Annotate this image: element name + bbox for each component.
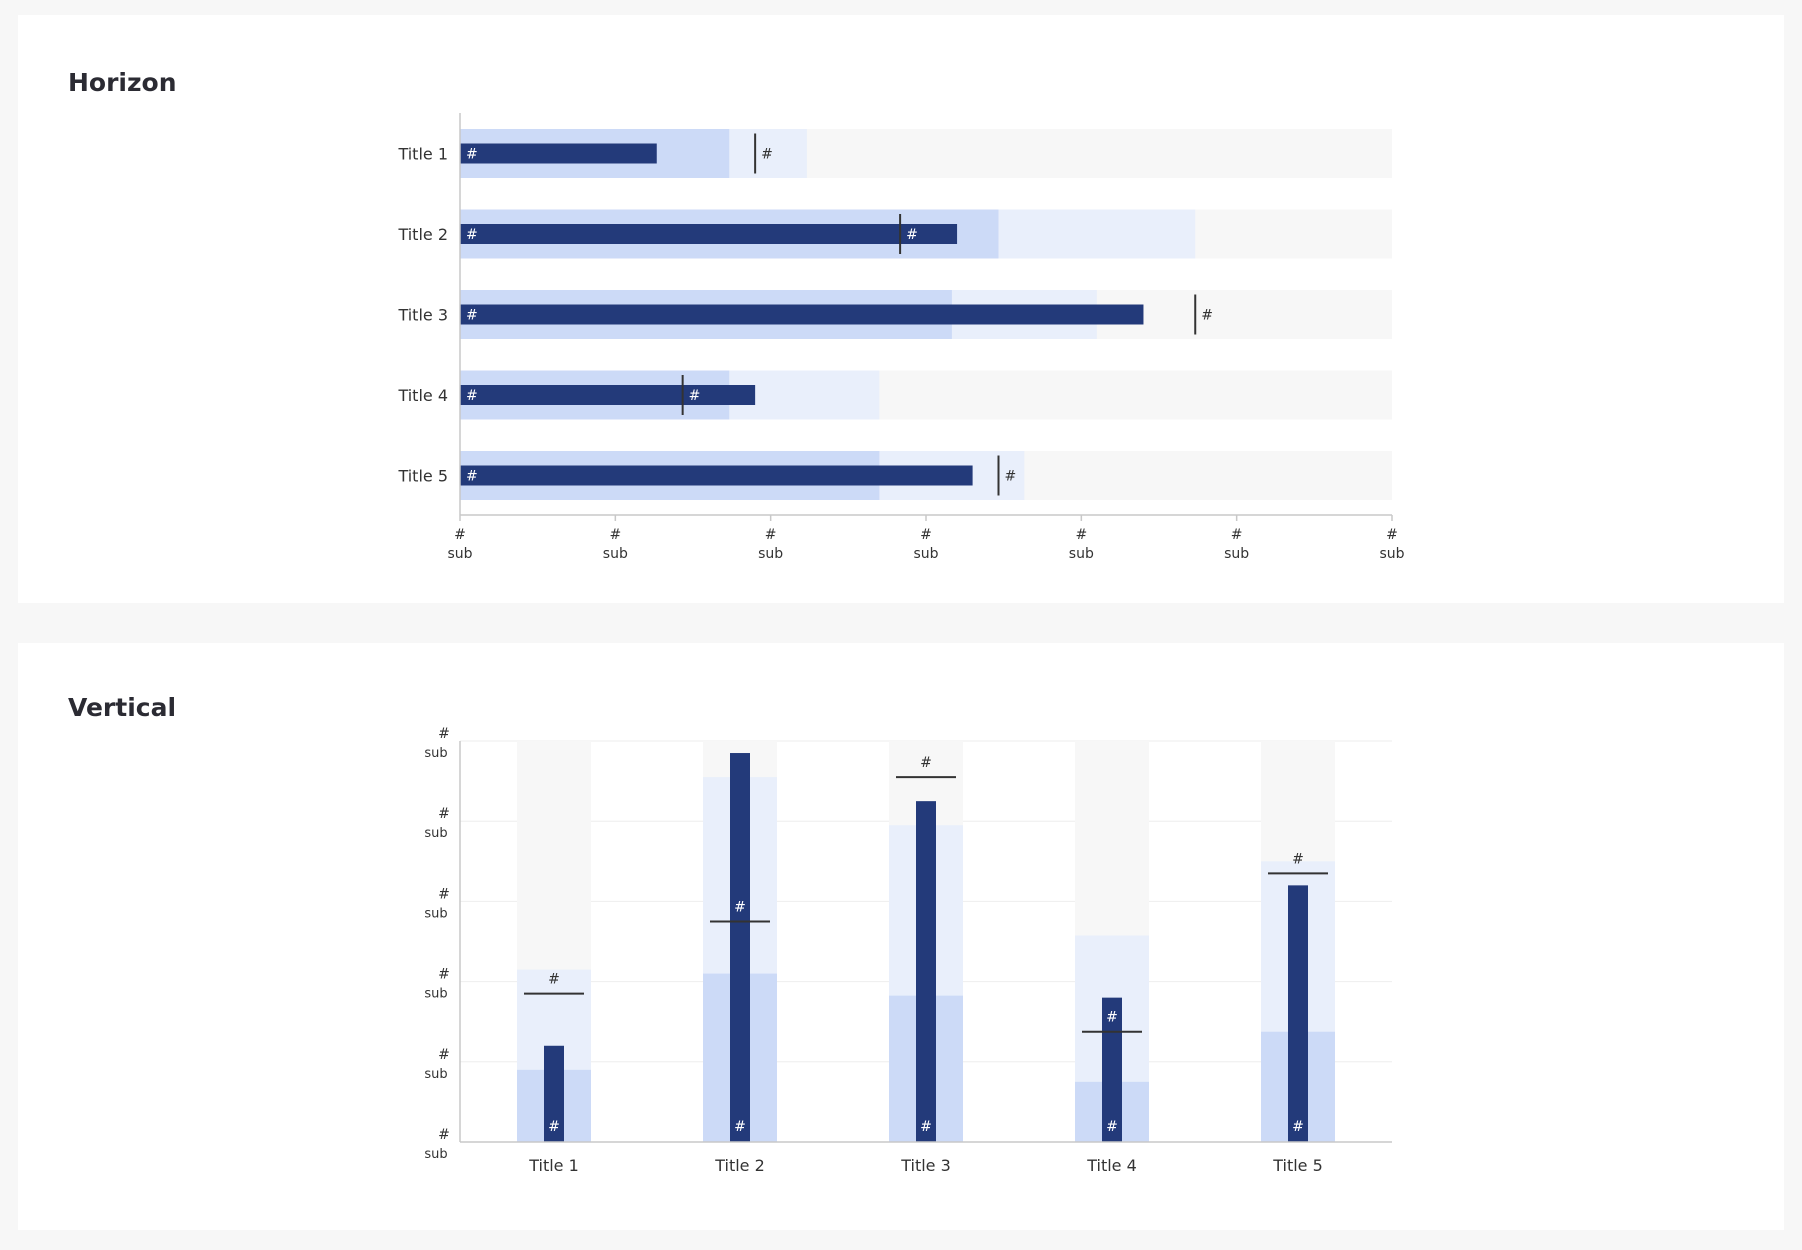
h-tick-sublabel-4: sub: [913, 546, 938, 562]
v-category-label-3: Title 3: [900, 1156, 951, 1175]
horizontal-section-title: Horizon: [68, 68, 177, 97]
vertical-bullet-card: Vertical # sub # sub # sub # sub # sub # sub # # Title…: [18, 643, 1784, 1230]
v-marker-label-3: #: [920, 755, 932, 771]
vertical-bullet-chart: # sub # sub # sub # sub # sub # sub # # Title 1 # # Title…: [424, 726, 1392, 1175]
v-value-label-3: #: [920, 1119, 932, 1135]
h-tick-sublabel-5: sub: [1069, 546, 1094, 562]
v-tick-sublabel-4: sub: [424, 906, 447, 921]
h-value-bar-3: [460, 304, 1144, 325]
h-marker-label-4: #: [689, 388, 701, 404]
v-value-label-4: #: [1106, 1119, 1118, 1135]
h-marker-label-2: #: [906, 227, 918, 243]
h-value-bar-5: [460, 465, 973, 486]
v-value-label-2: #: [734, 1119, 746, 1135]
h-tick-label-2: #: [609, 527, 621, 543]
h-marker-label-3: #: [1201, 308, 1213, 324]
h-tick-label-6: #: [1231, 527, 1243, 543]
v-marker-label-5: #: [1292, 851, 1304, 867]
v-category-label-4: Title 4: [1086, 1156, 1137, 1175]
h-value-bar-1: [460, 143, 657, 164]
h-tick-label-1: #: [454, 527, 466, 543]
h-marker-label-5: #: [1004, 469, 1016, 485]
h-tick-sublabel-6: sub: [1224, 546, 1249, 562]
v-value-bar-1: [544, 1045, 564, 1142]
v-tick-label-4: #: [438, 886, 450, 902]
v-category-label-5: Title 5: [1272, 1156, 1323, 1175]
h-value-bar-2: [460, 224, 958, 244]
v-tick-label-6: #: [438, 726, 450, 742]
h-tick-label-4: #: [920, 527, 932, 543]
v-tick-sublabel-2: sub: [424, 1067, 447, 1082]
horizontal-bullet-chart: # # Title 1 # # Title 2 # # Title 3 # # Title 4 # # Ti…: [397, 113, 1405, 562]
v-marker-label-1: #: [548, 972, 560, 988]
v-tick-sublabel-3: sub: [424, 987, 447, 1002]
vertical-section-title: Vertical: [68, 693, 177, 722]
h-category-label-4: Title 4: [397, 386, 448, 405]
v-tick-label-5: #: [438, 806, 450, 822]
h-value-label-2: #: [466, 227, 478, 243]
v-value-label-5: #: [1292, 1119, 1304, 1135]
horizontal-bullet-card: Horizon # # Title 1 # # Title 2 # # Title 3 # # Tit…: [18, 15, 1784, 603]
h-tick-sublabel-7: sub: [1379, 546, 1404, 562]
v-marker-label-4: #: [1106, 1010, 1118, 1026]
v-marker-label-2: #: [734, 899, 746, 915]
v-value-bar-4: [1102, 997, 1122, 1142]
h-tick-sublabel-1: sub: [447, 546, 472, 562]
v-value-bar-5: [1288, 885, 1308, 1142]
v-category-label-2: Title 2: [714, 1156, 765, 1175]
h-value-label-3: #: [466, 308, 478, 324]
h-tick-sublabel-2: sub: [603, 546, 628, 562]
h-marker-label-1: #: [761, 147, 773, 163]
h-tick-label-5: #: [1075, 527, 1087, 543]
h-value-label-5: #: [466, 469, 478, 485]
v-tick-sublabel-5: sub: [424, 826, 447, 841]
h-value-label-1: #: [466, 147, 478, 163]
v-tick-sublabel-1: sub: [424, 1147, 447, 1162]
v-tick-sublabel-6: sub: [424, 746, 447, 761]
h-category-label-2: Title 2: [397, 225, 448, 244]
v-tick-label-1: #: [438, 1127, 450, 1143]
h-tick-label-7: #: [1386, 527, 1398, 543]
h-value-bar-4: [460, 385, 756, 405]
h-category-label-5: Title 5: [397, 467, 448, 486]
v-tick-label-3: #: [438, 967, 450, 983]
h-tick-label-3: #: [765, 527, 777, 543]
h-value-label-4: #: [466, 388, 478, 404]
v-category-label-1: Title 1: [528, 1156, 579, 1175]
h-tick-sublabel-3: sub: [758, 546, 783, 562]
v-value-bar-3: [916, 801, 936, 1142]
h-category-label-3: Title 3: [397, 306, 448, 325]
v-value-bar-2: [730, 753, 750, 1142]
v-tick-label-2: #: [438, 1047, 450, 1063]
v-value-label-1: #: [548, 1119, 560, 1135]
h-category-label-1: Title 1: [397, 145, 448, 164]
